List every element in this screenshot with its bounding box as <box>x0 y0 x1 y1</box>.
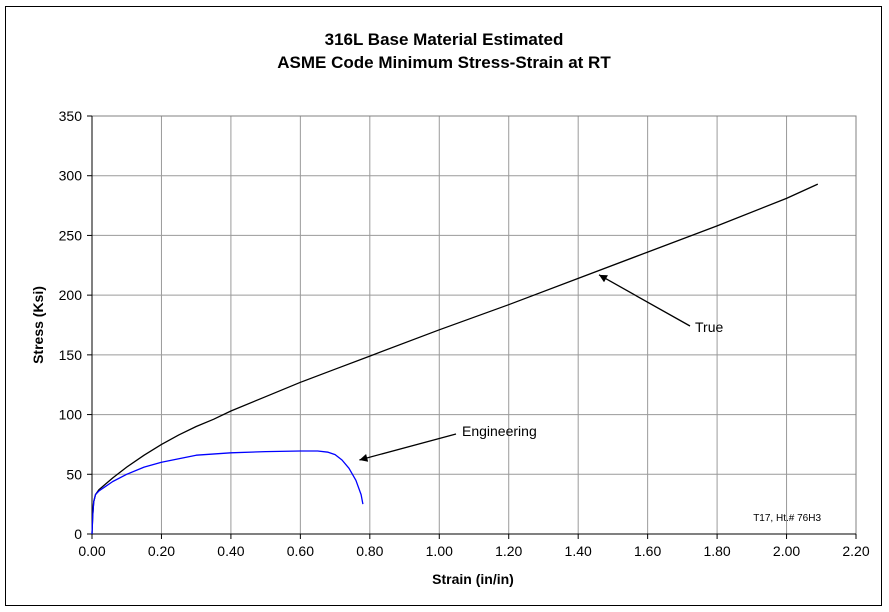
y-tick-label: 350 <box>59 108 83 124</box>
x-tick-label: 2.00 <box>773 543 800 559</box>
x-tick-label: 1.40 <box>565 543 592 559</box>
x-tick-label: 0.60 <box>287 543 314 559</box>
y-tick-label: 250 <box>59 227 83 243</box>
axes: 0.00 0.20 0.40 0.60 0.80 1.00 1.20 1.40 1.60 1.80… <box>59 108 870 559</box>
chart-subtitle: ASME Code Minimum Stress-Strain at RT <box>277 53 611 72</box>
annotations: True Engineering <box>359 274 723 462</box>
x-tick-label: 0.40 <box>217 543 244 559</box>
x-tick-label: 0.20 <box>148 543 175 559</box>
y-axis-label: Stress (Ksi) <box>30 286 46 364</box>
y-tick-label: 50 <box>66 466 82 482</box>
annotation-label-engineering: Engineering <box>462 423 537 439</box>
plot-area <box>91 115 857 535</box>
x-tick-label: 0.00 <box>78 543 105 559</box>
x-tick-label: 1.20 <box>495 543 522 559</box>
y-tick-label: 150 <box>59 347 83 363</box>
annotation-arrow-engineering <box>359 433 457 462</box>
x-tick-label: 1.80 <box>703 543 730 559</box>
series-lines <box>91 183 819 535</box>
annotation-label-true: True <box>695 319 723 335</box>
y-tick-label: 300 <box>59 168 83 184</box>
x-tick-label: 0.80 <box>356 543 383 559</box>
annotation-arrow-true <box>598 274 691 327</box>
y-tick-label: 200 <box>59 287 83 303</box>
y-tick-label: 100 <box>59 407 83 423</box>
chart-title: 316L Base Material Estimated <box>325 30 564 49</box>
series-engineering-line <box>91 450 364 535</box>
x-tick-label: 1.00 <box>426 543 453 559</box>
chart-frame <box>5 6 882 606</box>
x-tick-label: 1.60 <box>634 543 661 559</box>
grid-lines <box>92 116 856 534</box>
specimen-note: T17, Ht.# 76H3 <box>753 513 821 524</box>
x-axis-label: Strain (in/in) <box>432 571 514 587</box>
series-true-line <box>91 183 819 535</box>
y-tick-label: 0 <box>74 526 82 542</box>
x-tick-label: 2.20 <box>842 543 869 559</box>
